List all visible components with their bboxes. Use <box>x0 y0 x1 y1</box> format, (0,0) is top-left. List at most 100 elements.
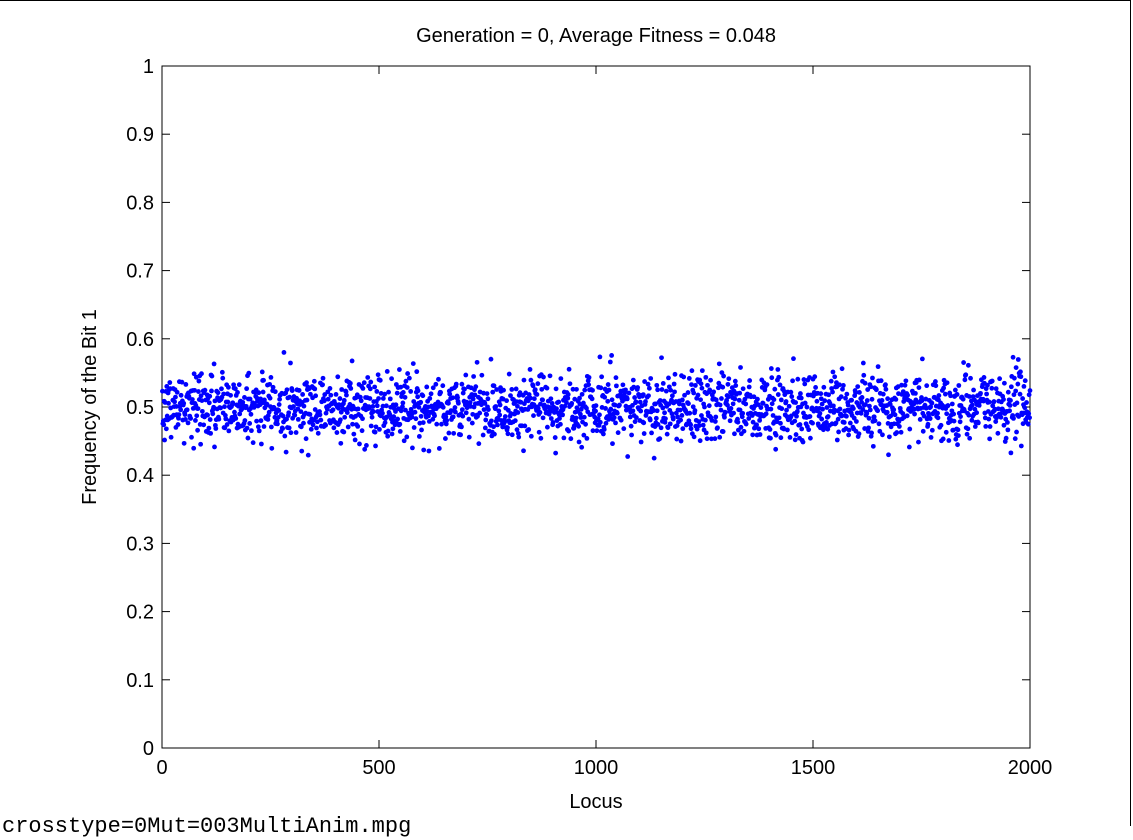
data-point <box>385 433 391 439</box>
data-point <box>864 398 870 403</box>
data-point <box>883 386 889 392</box>
data-point <box>401 438 407 444</box>
data-point <box>325 389 331 395</box>
data-point <box>405 371 411 376</box>
data-point <box>484 412 490 417</box>
data-point <box>176 412 182 418</box>
data-point <box>866 425 871 431</box>
data-point <box>505 425 510 430</box>
x-tick-label: 1000 <box>574 757 619 779</box>
data-point <box>601 427 607 432</box>
data-point <box>357 394 363 400</box>
data-point <box>653 415 659 421</box>
data-point <box>655 422 661 427</box>
data-point <box>951 411 957 417</box>
data-point <box>919 398 925 404</box>
data-point <box>944 380 950 386</box>
data-point <box>603 406 608 411</box>
data-point <box>798 395 804 401</box>
data-point <box>712 419 718 424</box>
data-point <box>691 434 697 440</box>
data-point <box>664 431 670 437</box>
data-point <box>698 381 704 387</box>
data-point <box>651 408 657 413</box>
data-point <box>713 414 719 420</box>
data-point <box>373 443 378 449</box>
data-point <box>873 387 879 393</box>
data-point <box>288 430 294 436</box>
data-point <box>998 414 1004 420</box>
data-point <box>832 374 838 380</box>
data-point <box>389 376 394 382</box>
data-point <box>969 402 975 408</box>
data-point <box>380 396 386 401</box>
data-point <box>742 396 748 402</box>
data-point <box>706 403 712 409</box>
data-point <box>955 427 961 433</box>
data-point <box>235 389 240 395</box>
data-point <box>308 426 314 432</box>
data-point <box>743 421 749 427</box>
data-point <box>548 416 554 421</box>
data-point <box>528 377 534 383</box>
data-point <box>632 419 638 425</box>
data-point <box>192 387 197 393</box>
data-point <box>981 375 987 380</box>
data-point <box>921 413 927 419</box>
data-point <box>307 412 313 417</box>
points-layer <box>160 350 1033 461</box>
data-point <box>657 436 663 442</box>
data-point <box>586 375 592 380</box>
data-point <box>201 422 207 428</box>
data-point <box>991 399 997 404</box>
data-point <box>536 429 542 435</box>
data-point <box>771 397 777 402</box>
data-point <box>732 378 738 384</box>
data-point <box>1011 375 1017 381</box>
data-point <box>638 408 644 414</box>
data-point <box>323 410 329 416</box>
data-point <box>867 403 872 409</box>
data-point <box>943 429 949 435</box>
data-point <box>410 445 415 451</box>
data-point <box>463 372 469 378</box>
data-point <box>181 400 187 406</box>
data-point <box>770 413 776 418</box>
data-point <box>1026 411 1032 416</box>
y-tick-label: 0.7 <box>126 261 154 283</box>
data-point <box>721 373 726 379</box>
data-point <box>840 386 845 392</box>
data-point <box>280 426 286 431</box>
data-point <box>707 387 713 393</box>
data-point <box>277 396 283 402</box>
data-point <box>835 416 841 422</box>
data-point <box>603 420 609 426</box>
data-point <box>581 414 587 420</box>
data-point <box>858 410 864 416</box>
data-point <box>473 384 479 390</box>
caption-filename: crosstype=0Mut=003MultiAnim.mpg <box>2 814 412 839</box>
data-point <box>361 380 367 386</box>
data-point <box>232 386 238 392</box>
data-point <box>264 401 270 407</box>
data-point <box>993 386 999 392</box>
data-point <box>984 391 989 397</box>
data-point <box>341 398 347 403</box>
data-point <box>282 433 288 439</box>
data-point <box>993 419 999 424</box>
data-point <box>1005 427 1011 433</box>
data-point <box>699 413 704 418</box>
data-point <box>221 391 227 397</box>
data-point <box>955 433 961 438</box>
data-point <box>972 406 978 412</box>
data-point <box>618 417 624 423</box>
data-point <box>477 410 483 416</box>
data-point <box>862 426 868 431</box>
data-point <box>775 392 781 397</box>
data-point <box>776 374 782 380</box>
data-point <box>598 385 604 391</box>
data-point <box>569 401 575 406</box>
data-point <box>978 390 983 396</box>
data-point <box>703 430 709 436</box>
data-point <box>964 431 970 437</box>
